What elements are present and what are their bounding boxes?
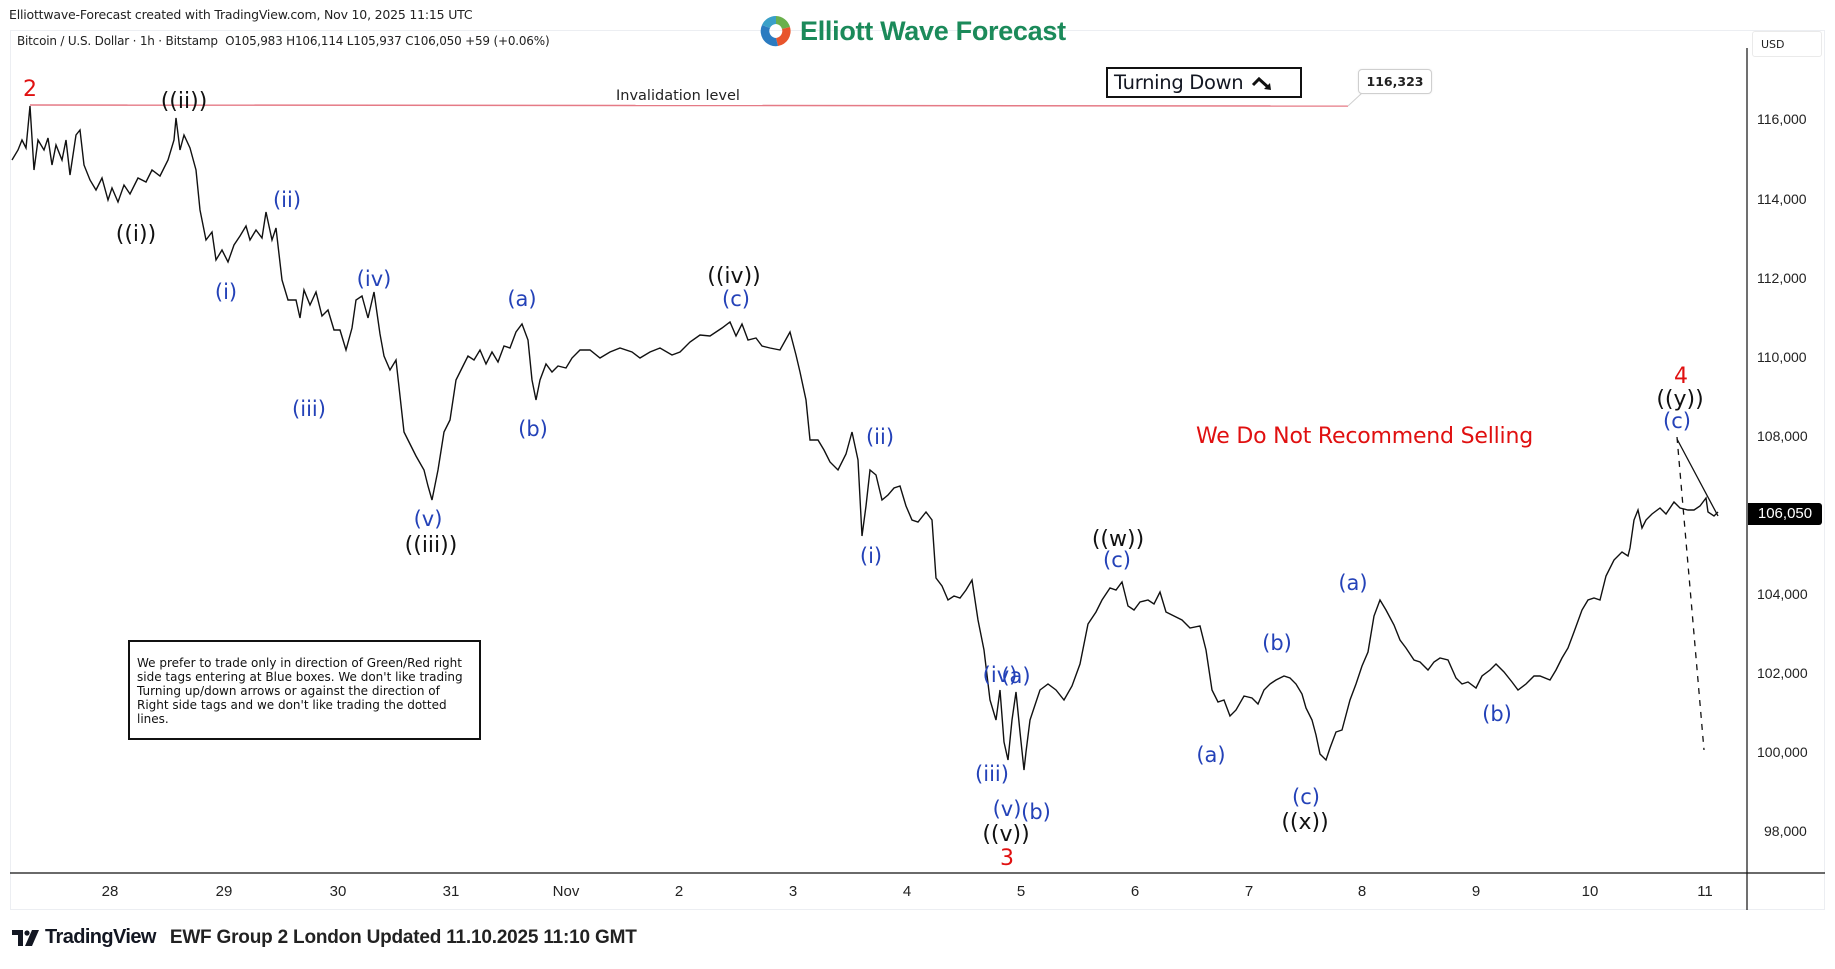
svg-text:112,000: 112,000 [1757, 270, 1807, 286]
svg-text:(b): (b) [518, 417, 548, 441]
invalidation-price-callout: 116,323 [1358, 69, 1432, 94]
price-ticks: 116,000 114,000 112,000 110,000 108,000 … [1757, 111, 1808, 839]
svg-text:(c): (c) [722, 287, 750, 311]
svg-text:108,000: 108,000 [1757, 428, 1808, 444]
svg-text:30: 30 [330, 883, 347, 900]
invalidation-label: Invalidation level [616, 88, 740, 104]
footer: TradingView EWF Group 2 London Updated 1… [12, 926, 637, 949]
svg-text:(c): (c) [1103, 548, 1131, 572]
svg-text:10: 10 [1582, 883, 1599, 900]
svg-text:98,000: 98,000 [1764, 823, 1807, 839]
turning-down-tag: Turning Down [1106, 67, 1302, 98]
svg-text:(b): (b) [1262, 631, 1292, 655]
svg-text:31: 31 [443, 883, 460, 900]
svg-text:(v): (v) [993, 797, 1022, 821]
svg-text:(v): (v) [414, 507, 443, 531]
symbol-name: Bitcoin / U.S. Dollar · 1h · Bitstamp [17, 34, 218, 48]
invalidation-line[interactable] [29, 104, 1349, 107]
svg-text:(iii): (iii) [292, 397, 326, 421]
svg-text:(c): (c) [1663, 409, 1691, 433]
svg-text:104,000: 104,000 [1757, 586, 1808, 602]
wave-labels: 2 ((ii)) ((i)) (i) (ii) (iii) (iv) (v) (… [23, 77, 1704, 871]
svg-text:((w)): ((w)) [1092, 527, 1144, 552]
tradingview-logo[interactable]: TradingView [12, 926, 156, 949]
turning-label: Turning Down [1114, 71, 1244, 94]
svg-text:11: 11 [1697, 883, 1713, 900]
svg-text:(a): (a) [1196, 743, 1225, 767]
svg-text:(iv): (iv) [357, 267, 392, 291]
svg-text:8: 8 [1358, 883, 1366, 900]
svg-text:(b): (b) [1021, 800, 1051, 824]
last-price-label: 106,050 [1748, 503, 1822, 525]
chart-frame [10, 30, 1825, 910]
date-ticks: 28 29 30 31 Nov 2 3 4 5 6 7 8 9 10 11 [102, 883, 1713, 900]
disclaimer-box: We prefer to trade only in direction of … [128, 640, 481, 740]
svg-text:(c): (c) [1292, 785, 1320, 809]
svg-text:110,000: 110,000 [1757, 349, 1807, 365]
svg-text:116,000: 116,000 [1757, 111, 1807, 127]
svg-text:4: 4 [1674, 364, 1688, 389]
ohlc-values: O105,983 H106,114 L105,937 C106,050 +59 … [225, 34, 550, 48]
svg-text:5: 5 [1017, 883, 1025, 900]
update-stamp: EWF Group 2 London Updated 11.10.2025 11… [169, 926, 637, 948]
svg-text:(a): (a) [507, 287, 536, 311]
svg-text:(iii): (iii) [975, 762, 1009, 786]
svg-text:(a): (a) [1001, 664, 1030, 688]
projection-solid [1676, 438, 1719, 517]
brand-name: Elliott Wave Forecast [800, 15, 1066, 46]
chart-credit: Elliottwave-Forecast created with Tradin… [9, 7, 473, 22]
svg-text:(b): (b) [1482, 702, 1512, 726]
brand-logo: Elliott Wave Forecast [758, 11, 1066, 51]
svg-text:((iii)): ((iii)) [405, 533, 458, 558]
svg-text:28: 28 [102, 883, 119, 900]
svg-text:(ii): (ii) [866, 425, 894, 449]
turning-down-arrow-icon [1252, 76, 1272, 90]
currency-selector[interactable]: USD [1752, 31, 1822, 57]
svg-text:3: 3 [789, 883, 797, 900]
svg-text:7: 7 [1245, 883, 1253, 900]
symbol-legend[interactable]: Bitcoin / U.S. Dollar · 1h · Bitstamp O1… [17, 34, 550, 48]
ewf-swirl-icon [760, 15, 791, 47]
svg-text:((x)): ((x)) [1281, 810, 1328, 835]
price-bars [11, 105, 1719, 771]
svg-text:2: 2 [675, 883, 683, 900]
svg-text:100,000: 100,000 [1757, 744, 1808, 760]
svg-text:9: 9 [1472, 883, 1480, 900]
svg-text:102,000: 102,000 [1757, 665, 1808, 681]
svg-text:((ii)): ((ii)) [161, 89, 208, 114]
svg-text:3: 3 [1000, 846, 1014, 871]
svg-text:2: 2 [23, 77, 37, 102]
projection-dotted [1676, 436, 1705, 751]
svg-text:((i)): ((i)) [116, 222, 156, 247]
svg-text:(a): (a) [1338, 571, 1367, 595]
svg-text:(ii): (ii) [273, 188, 301, 212]
svg-text:(i): (i) [860, 544, 882, 568]
svg-text:4: 4 [903, 883, 911, 900]
svg-text:29: 29 [216, 883, 233, 900]
svg-text:114,000: 114,000 [1757, 191, 1807, 207]
recommendation-text: We Do Not Recommend Selling [1196, 424, 1533, 449]
svg-text:(iv): (iv) [983, 663, 1018, 687]
tradingview-icon [12, 929, 39, 946]
svg-text:Nov: Nov [553, 883, 580, 900]
svg-text:((v)): ((v)) [982, 822, 1029, 847]
svg-text:(i): (i) [215, 280, 237, 304]
tradingview-brand: TradingView [45, 926, 156, 948]
price-callout-pointer [1347, 92, 1363, 107]
svg-text:6: 6 [1131, 883, 1139, 900]
svg-text:((y)): ((y)) [1656, 387, 1703, 412]
svg-text:((iv)): ((iv)) [707, 264, 760, 289]
